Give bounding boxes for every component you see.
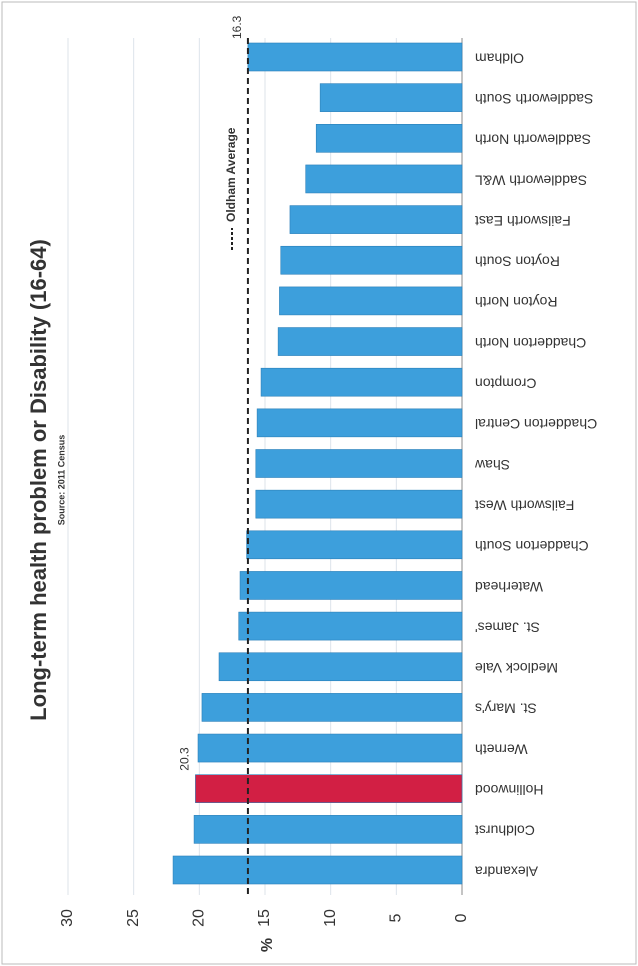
x-tick-label: St. Mary's xyxy=(475,701,537,717)
y-tick-label: 10 xyxy=(322,909,339,927)
y-tick-label: 30 xyxy=(59,909,76,927)
y-tick-label: 5 xyxy=(388,913,405,922)
bar xyxy=(239,571,463,600)
bar xyxy=(238,611,463,641)
bar xyxy=(172,855,463,885)
data-label: 16.3 xyxy=(230,15,244,39)
x-tick-label: Werneth xyxy=(475,741,528,757)
x-tick-label: Oldham xyxy=(475,50,524,66)
bar xyxy=(197,733,463,763)
x-tick-label: Medlock Vale xyxy=(475,660,558,676)
x-tick-label: Royton North xyxy=(475,294,557,310)
x-tick-label: Royton South xyxy=(475,254,560,270)
bar xyxy=(315,124,463,153)
x-tick-label: Chadderton South xyxy=(475,538,589,554)
y-tick-label: 20 xyxy=(191,909,208,927)
y-tick-label: 0 xyxy=(453,913,470,922)
bar xyxy=(289,205,463,234)
bar xyxy=(319,83,463,112)
x-tick-label: Waterhead xyxy=(475,579,543,595)
x-tick-label: Chadderton North xyxy=(475,335,586,351)
chart-title: Long-term health problem or Disability (… xyxy=(26,239,51,721)
bar xyxy=(280,245,463,275)
bar xyxy=(255,449,463,478)
y-tick-label: 25 xyxy=(125,909,142,927)
chart-subtitle: Source: 2011 Census xyxy=(56,435,66,526)
x-tick-label: Saddleworth South xyxy=(475,91,593,107)
bar xyxy=(255,489,463,519)
bar xyxy=(256,408,463,438)
bar xyxy=(305,164,463,194)
bar xyxy=(260,367,463,397)
x-tick-label: Alexandra xyxy=(475,863,538,879)
x-tick-label: Coldhurst xyxy=(475,823,535,839)
y-tick-label: 15 xyxy=(256,909,273,927)
bar xyxy=(247,42,463,72)
legend-label: Oldham Average xyxy=(224,127,238,222)
x-tick-label: Chadderton Central xyxy=(475,416,597,432)
x-tick-label: Failsworth East xyxy=(475,213,571,229)
x-tick-label: Shaw xyxy=(474,457,510,473)
bar xyxy=(195,774,463,804)
x-tick-label: Failsworth West xyxy=(475,497,574,513)
x-tick-label: St. James' xyxy=(475,619,540,635)
x-tick-label: Crompton xyxy=(475,375,536,391)
bar xyxy=(218,652,463,682)
bar xyxy=(277,327,463,356)
y-axis-label: % xyxy=(259,938,276,952)
bar xyxy=(201,693,463,722)
bar xyxy=(246,530,463,560)
x-tick-label: Saddleworth North xyxy=(475,132,591,148)
bar xyxy=(193,815,463,844)
x-tick-label: Saddleworth W&L xyxy=(475,172,587,188)
bar xyxy=(279,286,463,316)
data-label: 20.3 xyxy=(178,747,192,771)
x-tick-label: Hollinwood xyxy=(475,782,543,798)
